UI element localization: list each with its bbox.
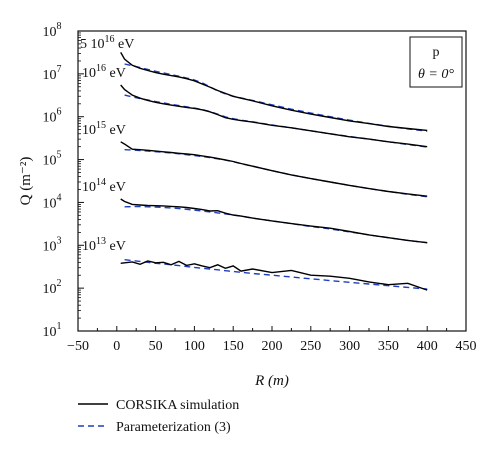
y-tick-label: 108 [43, 21, 62, 40]
y-tick-label: 103 [43, 235, 62, 254]
simulation-line [120, 198, 428, 244]
y-tick-label: 106 [43, 107, 62, 126]
x-tick-label: −50 [67, 339, 89, 354]
energy-label: 1016 eV [82, 63, 126, 81]
energy-labels: 5 1016 eV 1016 eV 1015 eV 1014 eV 1013 e… [80, 34, 134, 254]
y-tick-label: 107 [43, 64, 62, 83]
legend: CORSIKA simulation Parameterization (3) [78, 398, 239, 435]
annotation-angle: θ = 0° [418, 67, 454, 82]
y-axis-ticks: 101 102 103 104 105 106 107 108 [43, 21, 84, 340]
energy-label: 1014 eV [82, 177, 126, 195]
y-axis-label: Q (m⁻²) [18, 157, 34, 206]
parameterization-line [124, 149, 428, 198]
legend-label-parameterization: Parameterization (3) [116, 420, 231, 435]
energy-label: 1015 eV [82, 120, 126, 138]
x-tick-label: 50 [149, 339, 163, 354]
y-tick-label: 101 [43, 321, 62, 340]
x-axis-label: R (m) [254, 373, 289, 389]
parameterization-line [124, 94, 428, 148]
x-tick-label: 400 [417, 339, 438, 354]
series-lines [120, 52, 428, 291]
annotation-particle: p [433, 45, 440, 60]
x-tick-label: 250 [300, 339, 321, 354]
parameterization-line [124, 63, 428, 132]
x-tick-label: 300 [339, 339, 360, 354]
plot-frame [77, 30, 467, 332]
x-tick-label: 150 [223, 339, 244, 354]
x-tick-label: 450 [456, 339, 477, 354]
y-tick-label: 102 [43, 278, 62, 297]
simulation-line [120, 141, 428, 197]
y-tick-label: 104 [43, 192, 62, 211]
x-tick-label: 0 [113, 339, 120, 354]
x-tick-label: 350 [378, 339, 399, 354]
simulation-line [120, 84, 428, 148]
energy-label: 1013 eV [82, 236, 126, 254]
simulation-line [120, 52, 428, 132]
simulation-line [120, 260, 428, 291]
x-axis-ticks: −50 0 50 100 150 200 250 300 350 400 450 [67, 326, 477, 354]
annotation-box: p θ = 0° [409, 36, 463, 88]
y-tick-label: 105 [43, 150, 62, 169]
x-tick-label: 200 [262, 339, 283, 354]
energy-label: 5 1016 eV [80, 34, 134, 52]
legend-label-simulation: CORSIKA simulation [116, 398, 239, 413]
x-tick-label: 100 [184, 339, 205, 354]
